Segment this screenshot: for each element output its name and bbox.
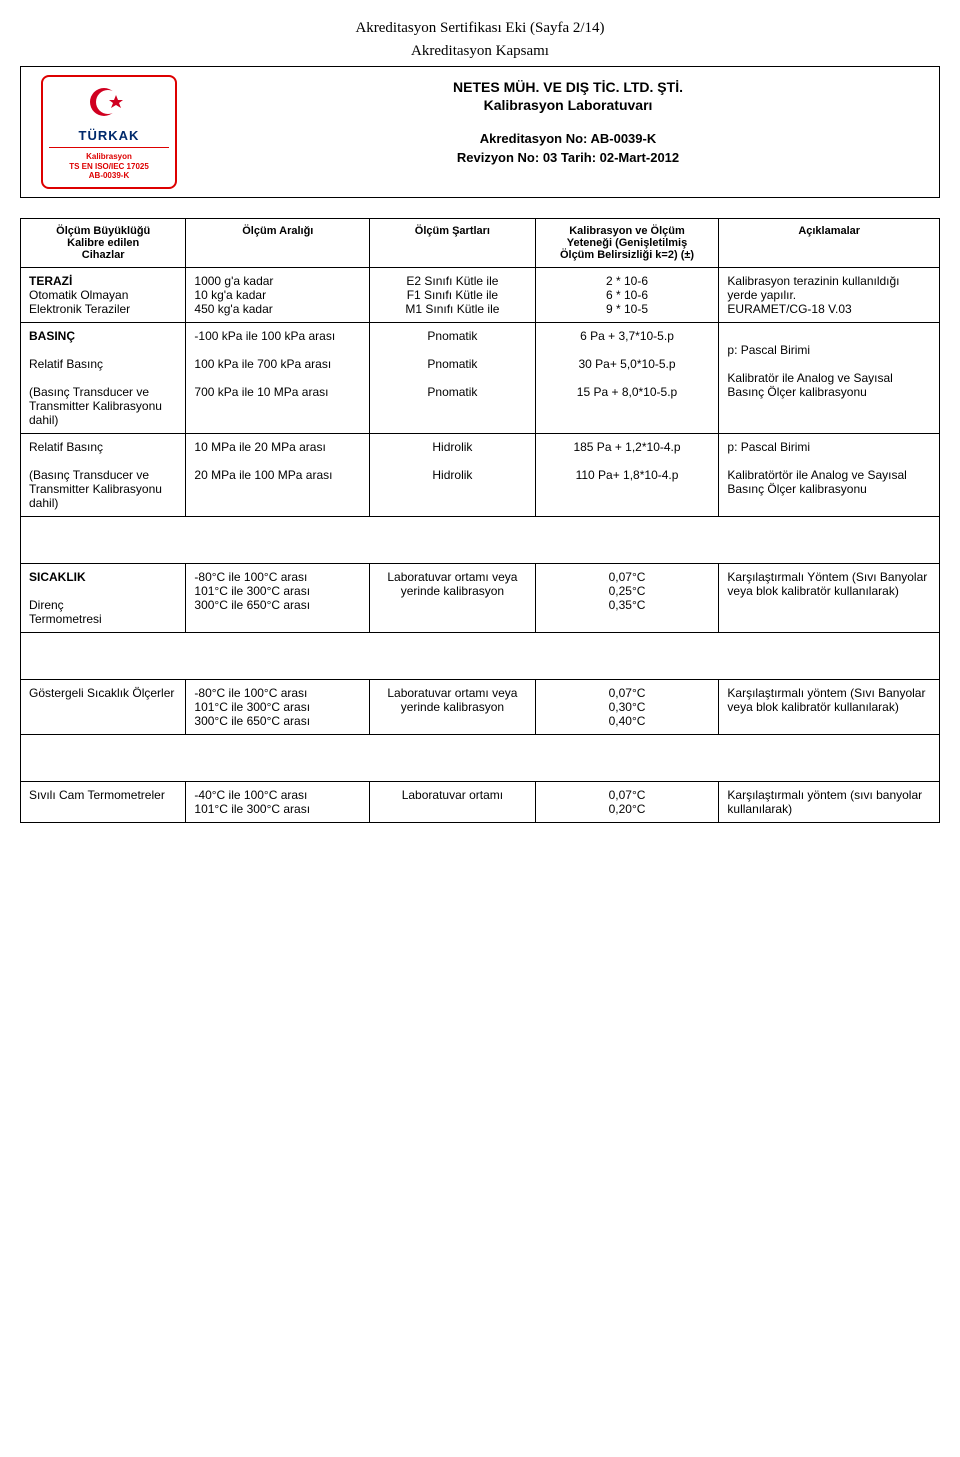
title-cell: NETES MÜH. VE DIŞ TİC. LTD. ŞTİ. Kalibra…	[197, 67, 939, 197]
table-cell: Karşılaştırmalı yöntem (sıvı banyolar ku…	[719, 781, 940, 822]
company-name: NETES MÜH. VE DIŞ TİC. LTD. ŞTİ.	[209, 79, 927, 95]
logo-line1: Kalibrasyon	[49, 152, 169, 162]
top-info-box: TÜRKAK Kalibrasyon TS EN ISO/IEC 17025 A…	[20, 66, 940, 198]
table-cell: BASINÇ Relatif Basınç (Basınç Transducer…	[21, 322, 186, 433]
table-cell: 10 MPa ile 20 MPa arası 20 MPa ile 100 M…	[186, 433, 370, 516]
table-cell: Laboratuvar ortamı veya yerinde kalibras…	[370, 563, 535, 632]
col-header-2: Ölçüm Aralığı	[186, 218, 370, 267]
table-row: Relatif Basınç (Basınç Transducer ve Tra…	[21, 433, 940, 516]
table-cell: 1000 g'a kadar 10 kg'a kadar 450 kg'a ka…	[186, 267, 370, 322]
table-cell: p: Pascal Birimi Kalibratör ile Analog v…	[719, 322, 940, 433]
turkak-brand-text: TÜRKAK	[49, 128, 169, 143]
table-cell: Hidrolik Hidrolik	[370, 433, 535, 516]
table-cell: Laboratuvar ortamı veya yerinde kalibras…	[370, 679, 535, 734]
table-cell: 0,07°C 0,30°C 0,40°C	[535, 679, 719, 734]
table-cell: -80°C ile 100°C arası 101°C ile 300°C ar…	[186, 679, 370, 734]
header-row: Ölçüm Büyüklüğü Kalibre edilen Cihazlar …	[21, 218, 940, 267]
page-header-2: Akreditasyon Kapsamı	[20, 43, 940, 60]
table-cell: 185 Pa + 1,2*10-4.p 110 Pa+ 1,8*10-4.p	[535, 433, 719, 516]
logo-line2: TS EN ISO/IEC 17025	[49, 162, 169, 172]
table-cell: -80°C ile 100°C arası 101°C ile 300°C ar…	[186, 563, 370, 632]
col-header-3: Ölçüm Şartları	[370, 218, 535, 267]
table-cell: -100 kPa ile 100 kPa arası 100 kPa ile 7…	[186, 322, 370, 433]
spacer-row	[21, 734, 940, 781]
spacer-row	[21, 632, 940, 679]
lab-name: Kalibrasyon Laboratuvarı	[209, 97, 927, 113]
table-row: Göstergeli Sıcaklık Ölçerler-80°C ile 10…	[21, 679, 940, 734]
main-table: Ölçüm Büyüklüğü Kalibre edilen Cihazlar …	[20, 218, 940, 823]
accreditation-no: Akreditasyon No: AB-0039-K	[209, 131, 927, 146]
spacer-row	[21, 516, 940, 563]
table-cell: 2 * 10-6 6 * 10-6 9 * 10-5	[535, 267, 719, 322]
table-cell: Laboratuvar ortamı	[370, 781, 535, 822]
table-cell: p: Pascal Birimi Kalibratörtör ile Analo…	[719, 433, 940, 516]
table-row: TERAZİ Otomatik Olmayan Elektronik Teraz…	[21, 267, 940, 322]
turkak-logo: TÜRKAK Kalibrasyon TS EN ISO/IEC 17025 A…	[41, 75, 177, 189]
table-cell: Sıvılı Cam Termometreler	[21, 781, 186, 822]
col-header-4: Kalibrasyon ve Ölçüm Yeteneği (Genişleti…	[535, 218, 719, 267]
table-cell: Göstergeli Sıcaklık Ölçerler	[21, 679, 186, 734]
table-cell: 0,07°C 0,25°C 0,35°C	[535, 563, 719, 632]
table-cell: E2 Sınıfı Kütle ile F1 Sınıfı Kütle ile …	[370, 267, 535, 322]
table-cell: TERAZİ Otomatik Olmayan Elektronik Teraz…	[21, 267, 186, 322]
col-header-5: Açıklamalar	[719, 218, 940, 267]
logo-cell: TÜRKAK Kalibrasyon TS EN ISO/IEC 17025 A…	[21, 67, 197, 197]
table-cell: Relatif Basınç (Basınç Transducer ve Tra…	[21, 433, 186, 516]
table-row: Sıvılı Cam Termometreler-40°C ile 100°C …	[21, 781, 940, 822]
table-cell: Karşılaştırmalı Yöntem (Sıvı Banyolar ve…	[719, 563, 940, 632]
revision-info: Revizyon No: 03 Tarih: 02-Mart-2012	[209, 150, 927, 165]
col-header-1: Ölçüm Büyüklüğü Kalibre edilen Cihazlar	[21, 218, 186, 267]
table-cell: Pnomatik Pnomatik Pnomatik	[370, 322, 535, 433]
table-cell: -40°C ile 100°C arası 101°C ile 300°C ar…	[186, 781, 370, 822]
table-cell: Kalibrasyon terazinin kullanıldığı yerde…	[719, 267, 940, 322]
table-row: BASINÇ Relatif Basınç (Basınç Transducer…	[21, 322, 940, 433]
table-cell: 0,07°C 0,20°C	[535, 781, 719, 822]
crescent-star-icon	[84, 83, 134, 121]
page-header-1: Akreditasyon Sertifikası Eki (Sayfa 2/14…	[20, 20, 940, 37]
table-cell: Karşılaştırmalı yöntem (Sıvı Banyolar ve…	[719, 679, 940, 734]
table-cell: SICAKLIK Direnç Termometresi	[21, 563, 186, 632]
logo-line3: AB-0039-K	[49, 171, 169, 181]
table-row: SICAKLIK Direnç Termometresi-80°C ile 10…	[21, 563, 940, 632]
table-cell: 6 Pa + 3,7*10-5.p 30 Pa+ 5,0*10-5.p 15 P…	[535, 322, 719, 433]
